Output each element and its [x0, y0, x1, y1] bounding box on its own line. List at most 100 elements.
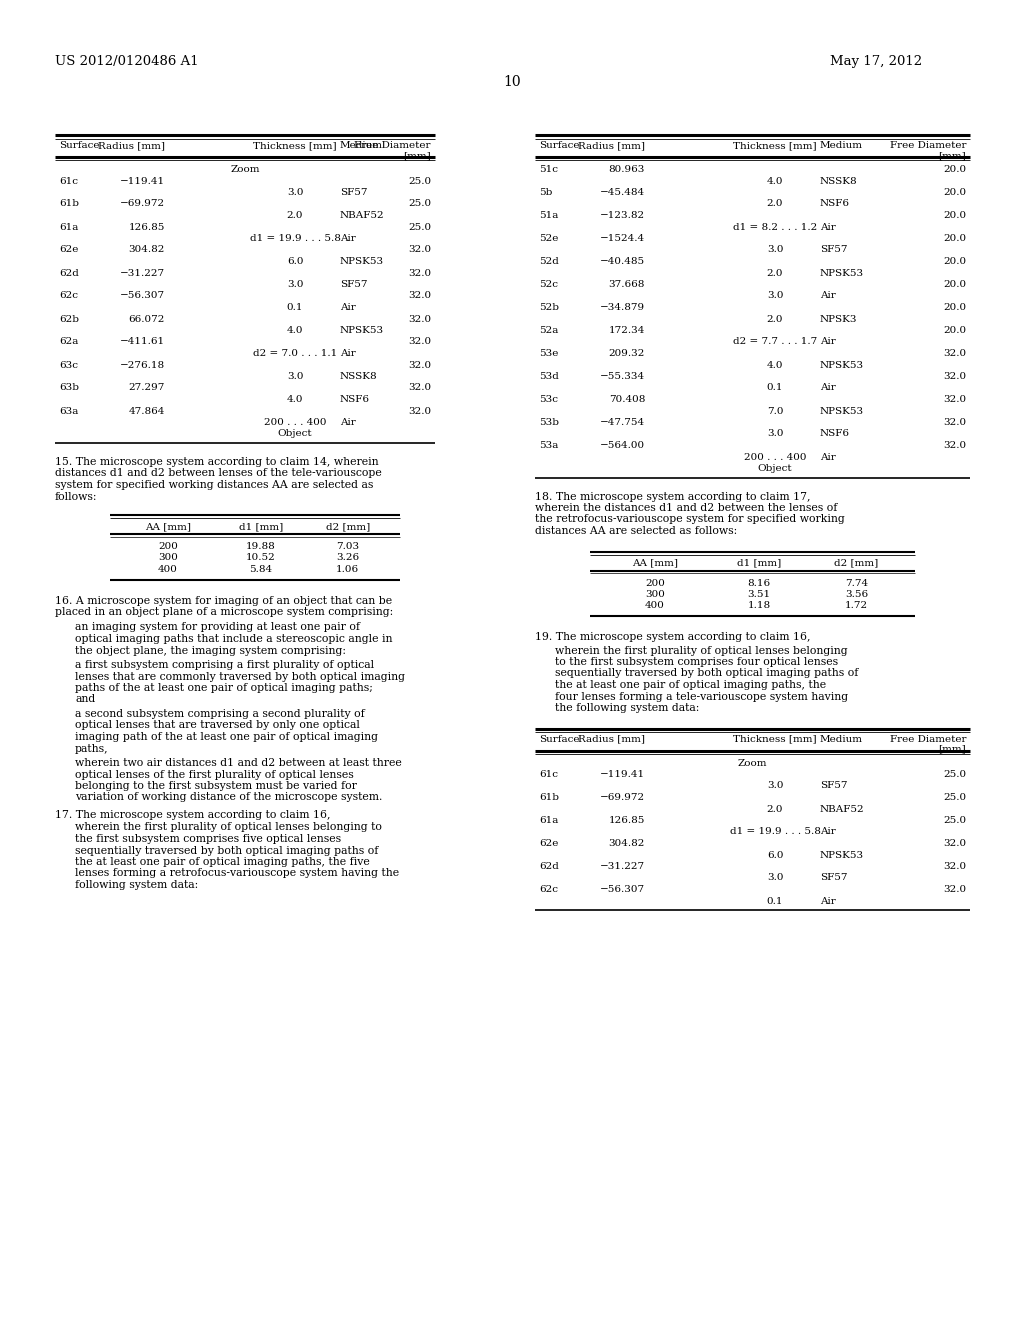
Text: 51a: 51a	[539, 211, 558, 220]
Text: NBAF52: NBAF52	[820, 804, 864, 813]
Text: 61a: 61a	[539, 816, 558, 825]
Text: 3.0: 3.0	[767, 292, 783, 301]
Text: imaging path of the at least one pair of optical imaging: imaging path of the at least one pair of…	[75, 733, 378, 742]
Text: Surface: Surface	[539, 141, 580, 150]
Text: 200 . . . 400: 200 . . . 400	[743, 453, 806, 462]
Text: wherein the distances d1 and d2 between the lenses of: wherein the distances d1 and d2 between …	[535, 503, 838, 513]
Text: 3.0: 3.0	[287, 280, 303, 289]
Text: 53c: 53c	[539, 395, 558, 404]
Text: 53e: 53e	[539, 348, 558, 358]
Text: −55.334: −55.334	[600, 372, 645, 381]
Text: 61b: 61b	[539, 793, 559, 803]
Text: d2 = 7.0 . . . 1.1: d2 = 7.0 . . . 1.1	[253, 348, 337, 358]
Text: optical lenses that are traversed by only one optical: optical lenses that are traversed by onl…	[75, 721, 359, 730]
Text: 25.0: 25.0	[943, 816, 966, 825]
Text: d1 [mm]: d1 [mm]	[239, 521, 283, 531]
Text: 20.0: 20.0	[943, 280, 966, 289]
Text: SF57: SF57	[820, 874, 848, 883]
Text: NPSK53: NPSK53	[820, 360, 864, 370]
Text: −40.485: −40.485	[600, 257, 645, 267]
Text: −47.754: −47.754	[600, 418, 645, 426]
Text: 32.0: 32.0	[408, 338, 431, 346]
Text: 62c: 62c	[539, 884, 558, 894]
Text: Air: Air	[820, 338, 836, 346]
Text: Zoom: Zoom	[230, 165, 260, 174]
Text: 52b: 52b	[539, 304, 559, 312]
Text: d2 = 7.7 . . . 1.7: d2 = 7.7 . . . 1.7	[733, 338, 817, 346]
Text: follows:: follows:	[55, 491, 97, 502]
Text: the at least one pair of optical imaging paths, the: the at least one pair of optical imaging…	[555, 680, 826, 690]
Text: d1 = 19.9 . . . 5.8: d1 = 19.9 . . . 5.8	[250, 234, 340, 243]
Text: 62e: 62e	[539, 840, 558, 847]
Text: Air: Air	[820, 292, 836, 301]
Text: 16. A microscope system for imaging of an object that can be: 16. A microscope system for imaging of a…	[55, 595, 392, 606]
Text: NPSK53: NPSK53	[340, 326, 384, 335]
Text: Object: Object	[758, 465, 793, 473]
Text: −123.82: −123.82	[600, 211, 645, 220]
Text: 20.0: 20.0	[943, 211, 966, 220]
Text: Thickness [mm]: Thickness [mm]	[733, 141, 817, 150]
Text: NPSK3: NPSK3	[820, 314, 857, 323]
Text: optical lenses of the first plurality of optical lenses: optical lenses of the first plurality of…	[75, 770, 353, 780]
Text: sequentially traversed by both optical imaging paths of: sequentially traversed by both optical i…	[555, 668, 858, 678]
Text: wherein the first plurality of optical lenses belonging: wherein the first plurality of optical l…	[555, 645, 848, 656]
Text: 25.0: 25.0	[408, 199, 431, 209]
Text: 3.0: 3.0	[767, 874, 783, 883]
Text: Object: Object	[278, 429, 312, 438]
Text: 4.0: 4.0	[767, 177, 783, 186]
Text: 63b: 63b	[59, 384, 79, 392]
Text: 3.51: 3.51	[748, 590, 771, 599]
Text: 47.864: 47.864	[129, 407, 165, 416]
Text: 32.0: 32.0	[943, 862, 966, 871]
Text: 3.0: 3.0	[287, 187, 303, 197]
Text: 3.0: 3.0	[767, 246, 783, 255]
Text: 5.84: 5.84	[249, 565, 272, 574]
Text: 4.0: 4.0	[287, 326, 303, 335]
Text: SF57: SF57	[340, 187, 368, 197]
Text: −45.484: −45.484	[600, 187, 645, 197]
Text: −276.18: −276.18	[120, 360, 165, 370]
Text: −411.61: −411.61	[120, 338, 165, 346]
Text: 61c: 61c	[539, 770, 558, 779]
Text: −31.227: −31.227	[600, 862, 645, 871]
Text: wherein the first plurality of optical lenses belonging to: wherein the first plurality of optical l…	[75, 822, 382, 833]
Text: d2 [mm]: d2 [mm]	[835, 558, 879, 568]
Text: 32.0: 32.0	[943, 395, 966, 404]
Text: SF57: SF57	[820, 246, 848, 255]
Text: 6.0: 6.0	[767, 850, 783, 859]
Text: 32.0: 32.0	[943, 840, 966, 847]
Text: 304.82: 304.82	[129, 246, 165, 255]
Text: 61b: 61b	[59, 199, 79, 209]
Text: lenses forming a retrofocus-variouscope system having the: lenses forming a retrofocus-variouscope …	[75, 869, 399, 879]
Text: d1 = 8.2 . . . 1.2: d1 = 8.2 . . . 1.2	[733, 223, 817, 231]
Text: 25.0: 25.0	[943, 770, 966, 779]
Text: the retrofocus-variouscope system for specified working: the retrofocus-variouscope system for sp…	[535, 515, 845, 524]
Text: an imaging system for providing at least one pair of: an imaging system for providing at least…	[75, 623, 360, 632]
Text: paths of the at least one pair of optical imaging paths;: paths of the at least one pair of optica…	[75, 682, 373, 693]
Text: the at least one pair of optical imaging paths, the five: the at least one pair of optical imaging…	[75, 857, 370, 867]
Text: NSSK8: NSSK8	[340, 372, 378, 381]
Text: 32.0: 32.0	[943, 418, 966, 426]
Text: wherein two air distances d1 and d2 between at least three: wherein two air distances d1 and d2 betw…	[75, 758, 401, 768]
Text: 2.0: 2.0	[767, 268, 783, 277]
Text: Medium: Medium	[820, 734, 863, 743]
Text: 80.963: 80.963	[608, 165, 645, 174]
Text: 0.1: 0.1	[767, 384, 783, 392]
Text: −1524.4: −1524.4	[600, 234, 645, 243]
Text: Air: Air	[820, 828, 836, 837]
Text: 10.52: 10.52	[246, 553, 275, 562]
Text: 62c: 62c	[59, 292, 78, 301]
Text: 1.72: 1.72	[845, 602, 868, 610]
Text: 62d: 62d	[539, 862, 559, 871]
Text: 400: 400	[158, 565, 178, 574]
Text: 1.06: 1.06	[336, 565, 359, 574]
Text: 25.0: 25.0	[943, 793, 966, 803]
Text: NBAF52: NBAF52	[340, 211, 385, 220]
Text: 0.1: 0.1	[287, 304, 303, 312]
Text: Air: Air	[340, 234, 355, 243]
Text: 62e: 62e	[59, 246, 79, 255]
Text: 37.668: 37.668	[608, 280, 645, 289]
Text: 32.0: 32.0	[408, 246, 431, 255]
Text: Air: Air	[340, 418, 355, 426]
Text: AA [mm]: AA [mm]	[145, 521, 191, 531]
